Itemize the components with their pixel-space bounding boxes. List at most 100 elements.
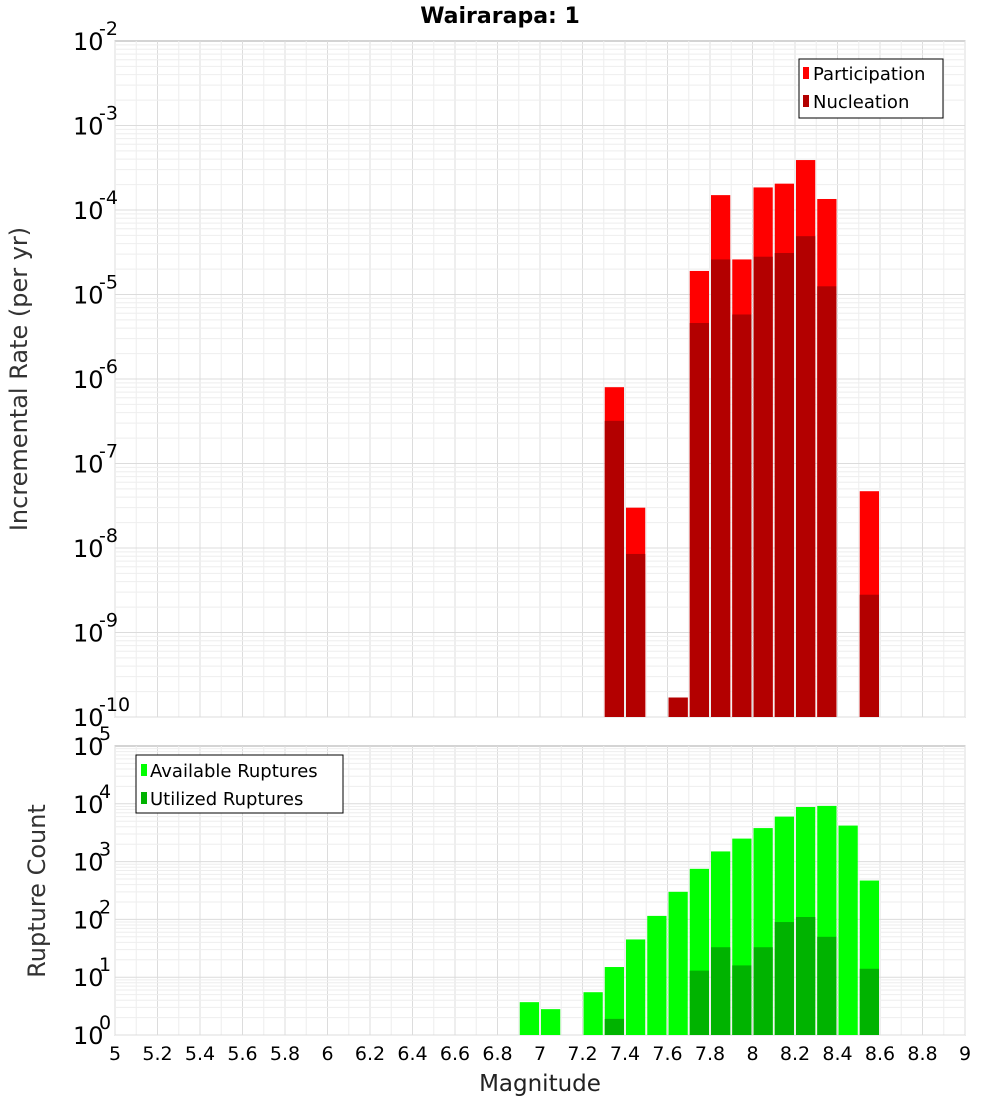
x-axis-label: Magnitude <box>479 1071 601 1097</box>
bottom-bar-available-ruptures <box>626 939 646 1035</box>
x-tick-label: 8.4 <box>822 1043 852 1065</box>
top-y-tick-label: 10 <box>73 197 104 225</box>
x-tick-label: 6.4 <box>397 1043 427 1065</box>
bottom-y-tick-label: 10 <box>73 849 104 877</box>
legend-swatch-nucleation <box>803 95 809 107</box>
top-y-tick-label: 10 <box>73 704 104 732</box>
x-tick-label: 7 <box>534 1043 546 1065</box>
top-y-tick-exponent: -2 <box>99 18 118 40</box>
bottom-y-tick-exponent: 2 <box>99 896 111 918</box>
bottom-y-tick-label: 10 <box>73 1022 104 1050</box>
top-gridlines <box>114 41 966 718</box>
x-tick-label: 8.8 <box>907 1043 937 1065</box>
x-tick-label: 5 <box>109 1043 121 1065</box>
bottom-y-axis-label: Rupture Count <box>23 804 51 978</box>
top-y-tick-exponent: -10 <box>99 694 130 716</box>
top-bar-nucleation <box>774 252 794 718</box>
x-tick-label: 8 <box>746 1043 758 1065</box>
bottom-bar-utilized-ruptures <box>689 970 709 1035</box>
bottom-bar-utilized-ruptures <box>817 936 837 1035</box>
top-legend-box <box>798 58 944 119</box>
bottom-bar-utilized-ruptures <box>859 968 879 1035</box>
bottom-y-tick-exponent: 5 <box>99 723 111 745</box>
legend-label-nucleation: Nucleation <box>813 92 909 113</box>
top-bar-nucleation <box>796 236 816 717</box>
top-bar-nucleation <box>689 322 709 717</box>
bottom-bar-available-ruptures <box>541 1009 561 1035</box>
legend-swatch-utilized <box>141 792 147 804</box>
top-y-tick-label: 10 <box>73 282 104 310</box>
x-tick-label: 7.8 <box>695 1043 725 1065</box>
top-y-tick-label: 10 <box>73 366 104 394</box>
bottom-gridlines <box>114 746 966 1036</box>
bottom-bar-available-ruptures <box>838 825 858 1035</box>
x-tick-label: 5.8 <box>270 1043 300 1065</box>
bottom-bar-utilized-ruptures <box>753 947 773 1035</box>
top-bar-nucleation <box>604 420 624 717</box>
x-tick-label: 5.6 <box>227 1043 257 1065</box>
x-tick-label: 9 <box>959 1043 971 1065</box>
bottom-bar-available-ruptures <box>583 992 603 1035</box>
x-tick-label: 6.6 <box>440 1043 470 1065</box>
top-bar-nucleation <box>859 594 879 717</box>
top-bar-nucleation <box>753 256 773 717</box>
legend-label-available: Available Ruptures <box>150 761 318 782</box>
bottom-bar-utilized-ruptures <box>796 917 816 1035</box>
x-tick-label: 7.2 <box>567 1043 597 1065</box>
bottom-bar-available-ruptures <box>519 1002 539 1035</box>
x-tick-label: 6.8 <box>482 1043 512 1065</box>
top-y-tick-label: 10 <box>73 113 104 141</box>
legend-label-participation: Participation <box>813 64 925 85</box>
top-y-tick-exponent: -8 <box>99 525 118 547</box>
top-bar-nucleation <box>711 259 731 717</box>
legend-swatch-participation <box>803 67 809 79</box>
bottom-bars <box>519 805 879 1035</box>
top-y-tick-label: 10 <box>73 535 104 563</box>
top-y-tick-exponent: -4 <box>99 187 118 209</box>
legend-swatch-available <box>141 764 147 776</box>
bottom-y-tick-exponent: 1 <box>99 954 111 976</box>
bottom-bar-available-ruptures <box>668 891 688 1035</box>
x-tick-label: 7.6 <box>652 1043 682 1065</box>
bottom-y-tick-exponent: 3 <box>99 839 111 861</box>
bottom-bar-utilized-ruptures <box>604 1018 624 1035</box>
bottom-y-tick-exponent: 4 <box>99 781 111 803</box>
top-y-tick-exponent: -3 <box>99 103 118 125</box>
bottom-y-tick-exponent: 0 <box>99 1012 111 1034</box>
x-tick-label: 5.2 <box>142 1043 172 1065</box>
bottom-y-tick-label: 10 <box>73 964 104 992</box>
top-legend: Participation Nucleation <box>798 58 944 119</box>
bottom-bar-utilized-ruptures <box>774 922 794 1035</box>
bottom-y-tick-label: 10 <box>73 791 104 819</box>
top-bar-nucleation <box>626 553 646 717</box>
top-y-tick-exponent: -6 <box>99 356 118 378</box>
top-bar-nucleation <box>732 314 752 717</box>
top-y-axis-label: Incremental Rate (per yr) <box>5 227 33 531</box>
x-tick-label: 6.2 <box>355 1043 385 1065</box>
x-tick-label: 6 <box>321 1043 333 1065</box>
top-y-tick-label: 10 <box>73 451 104 479</box>
legend-label-utilized: Utilized Ruptures <box>150 789 303 810</box>
top-bar-nucleation <box>668 697 688 717</box>
top-y-tick-exponent: -5 <box>99 272 118 294</box>
bottom-y-tick-label: 10 <box>73 733 104 761</box>
top-bar-nucleation <box>817 286 837 717</box>
top-y-tick-exponent: -7 <box>99 441 118 463</box>
bottom-legend: Available Ruptures Utilized Ruptures <box>135 754 344 814</box>
chart-title: Wairarapa: 1 <box>420 4 580 29</box>
x-tick-label: 8.2 <box>780 1043 810 1065</box>
top-bars <box>604 160 879 718</box>
x-tick-label: 7.4 <box>610 1043 640 1065</box>
x-tick-label: 8.6 <box>865 1043 895 1065</box>
bottom-bar-available-ruptures <box>647 915 667 1035</box>
bottom-legend-box <box>135 754 344 814</box>
top-y-tick-label: 10 <box>73 620 104 648</box>
bottom-y-tick-label: 10 <box>73 906 104 934</box>
bottom-bar-utilized-ruptures <box>732 965 752 1035</box>
x-tick-label: 5.4 <box>185 1043 215 1065</box>
top-y-tick-exponent: -9 <box>99 610 118 632</box>
bottom-bar-utilized-ruptures <box>711 947 731 1035</box>
